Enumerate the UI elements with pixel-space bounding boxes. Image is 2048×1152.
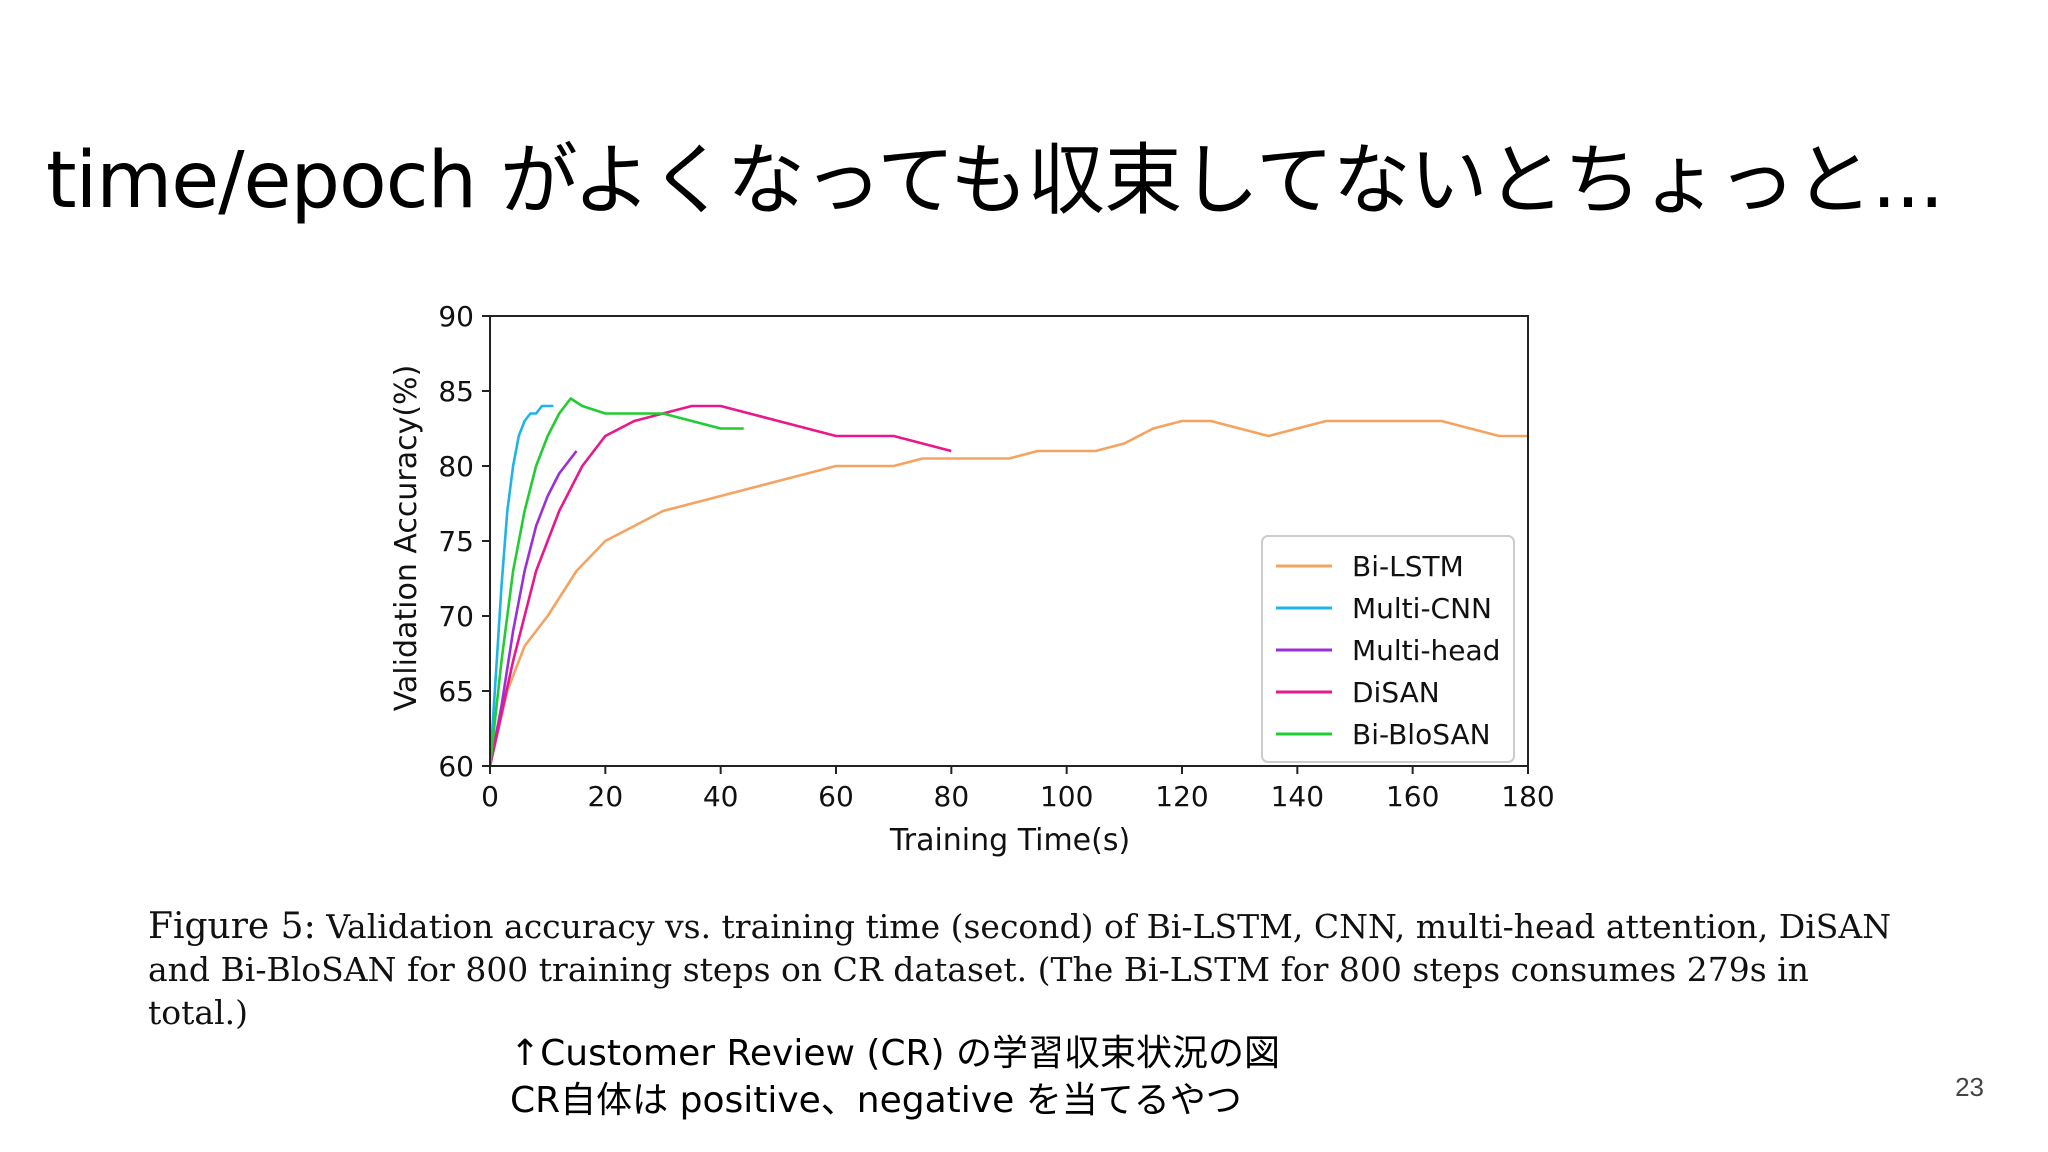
x-tick-label: 0 [481,780,499,813]
figure-caption: Figure 5: Validation accuracy vs. traini… [148,905,1918,1034]
figure-caption-text: Validation accuracy vs. training time (s… [148,907,1892,1032]
y-tick-label: 90 [438,300,474,333]
series-line-multi-cnn [490,404,554,766]
series-line-bi-lstm [490,419,1528,766]
series-line-disan [490,404,952,766]
legend-label-bi-blosan: Bi-BloSAN [1352,718,1491,751]
y-tick-label: 65 [438,675,474,708]
figure-caption-label: Figure 5: [148,906,316,947]
legend-label-disan: DiSAN [1352,676,1440,709]
legend-label-bi-lstm: Bi-LSTM [1352,550,1464,583]
x-tick-label: 60 [818,780,854,813]
series-line-bi-blosan [490,397,744,766]
legend-label-multi-head: Multi-head [1352,634,1500,667]
y-tick-label: 75 [438,525,474,558]
y-tick-label: 80 [438,450,474,483]
slide-note-line1: ↑Customer Review (CR) の学習収束状況の図 [510,1033,1281,1074]
y-axis-title: Validation Accuracy(%) [389,365,424,712]
x-tick-label: 140 [1271,780,1324,813]
x-tick-label: 80 [934,780,970,813]
y-tick-label: 60 [438,750,474,783]
x-tick-label: 120 [1155,780,1208,813]
y-tick-label: 70 [438,600,474,633]
y-tick-label: 85 [438,375,474,408]
x-tick-label: 100 [1040,780,1093,813]
slide-note-line2: CR自体は positive、negative を当てるやつ [510,1080,1242,1121]
series-line-multi-head [490,450,578,766]
slide-note: ↑Customer Review (CR) の学習収束状況の図 CR自体は po… [510,1030,1280,1124]
x-axis-title: Training Time(s) [889,823,1130,858]
slide-title: time/epoch がよくなっても収束してないとちょっと... [46,136,1944,226]
x-tick-label: 40 [703,780,739,813]
page-number: 23 [1955,1072,1984,1102]
x-tick-label: 180 [1501,780,1554,813]
x-tick-label: 20 [588,780,624,813]
legend-box [1261,535,1515,763]
x-tick-label: 160 [1386,780,1439,813]
legend-label-multi-cnn: Multi-CNN [1352,592,1492,625]
